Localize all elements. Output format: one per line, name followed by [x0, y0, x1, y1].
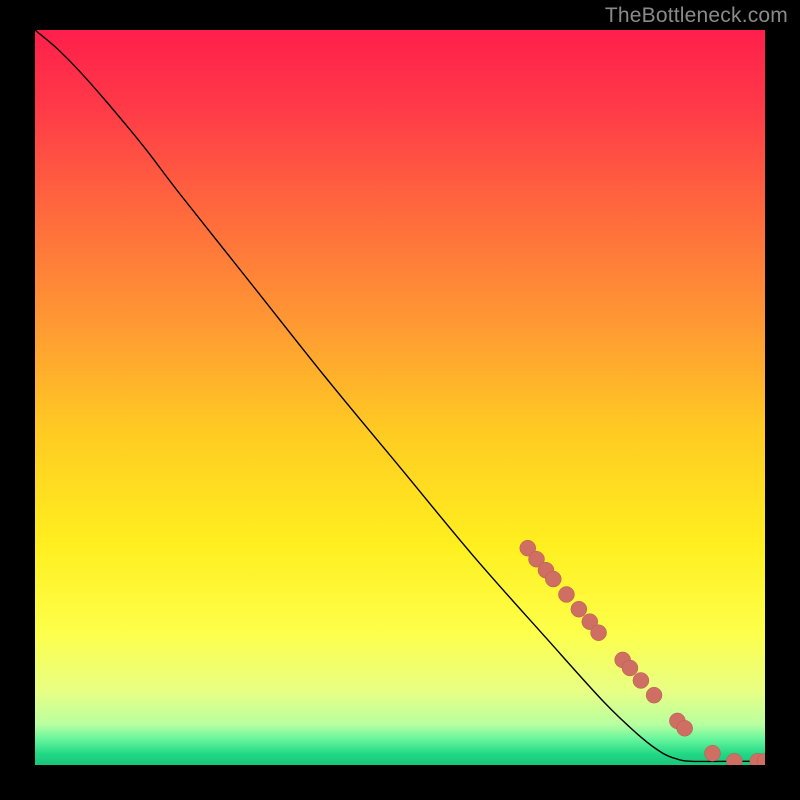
data-marker: [677, 720, 693, 736]
chart-svg: [35, 30, 765, 765]
data-marker: [646, 687, 662, 703]
data-marker: [545, 571, 561, 587]
gradient-background: [35, 30, 765, 765]
chart-container: TheBottleneck.com: [0, 0, 800, 800]
plot-area: [35, 30, 765, 765]
data-marker: [622, 660, 638, 676]
data-marker: [704, 745, 720, 761]
attribution-text: TheBottleneck.com: [605, 4, 788, 28]
data-marker: [571, 601, 587, 617]
data-marker: [633, 672, 649, 688]
data-marker: [558, 586, 574, 602]
data-marker: [591, 625, 607, 641]
